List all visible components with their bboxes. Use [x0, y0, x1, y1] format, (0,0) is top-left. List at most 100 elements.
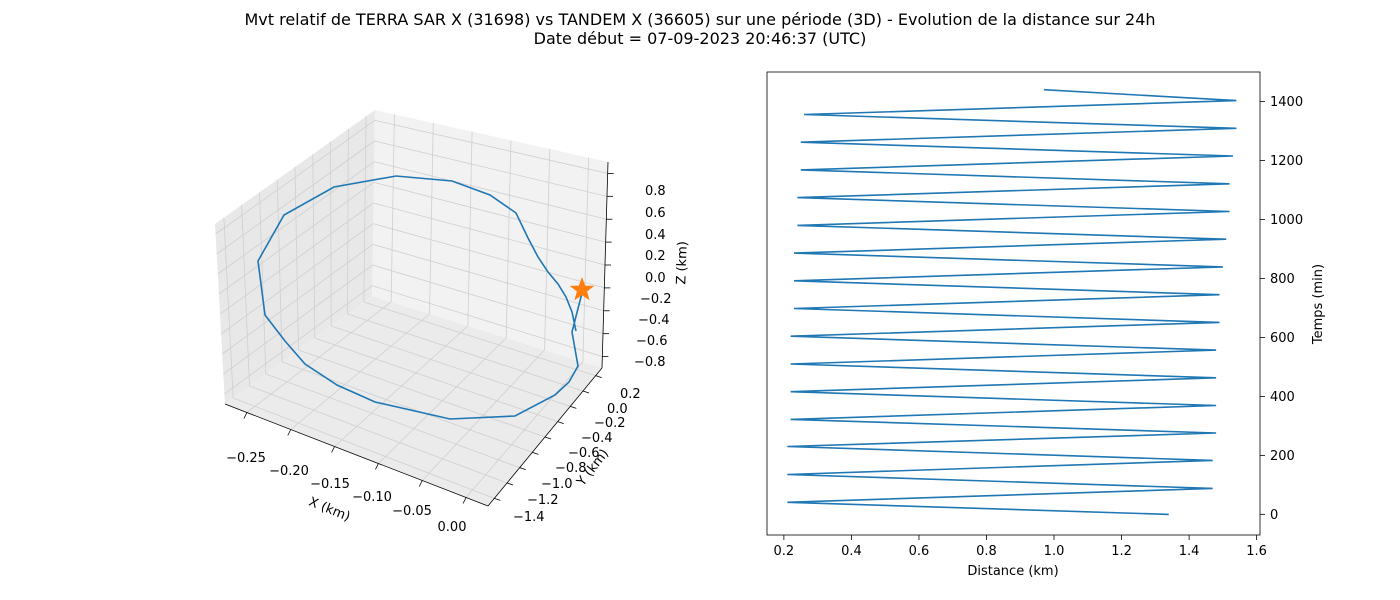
plot2d-y-tick-label: 200 — [1270, 449, 1295, 464]
plot3d-x-tick-label: −0.10 — [352, 490, 392, 505]
plot3d-grid-line — [221, 244, 374, 355]
plot2d-x-ticks: 0.2 0.4 0.6 0.8 1.0 1.2 1.4 1.6 — [774, 535, 1267, 559]
plot3d-z-tick-label: −0.8 — [634, 355, 666, 370]
plot3d-grid-line — [373, 223, 605, 289]
plot3d-z-tick-label: 0.0 — [645, 271, 666, 286]
plot2d-y-tick-label: 1200 — [1270, 154, 1303, 169]
plot3d-grid-line — [363, 301, 596, 377]
plot3d-grid-line — [223, 264, 373, 375]
plot3d-x-ticks: −0.25 −0.20 −0.15 −0.10 −0.05 0.00 — [226, 451, 466, 535]
plot2d-y-tick-label: 600 — [1270, 331, 1295, 346]
plot3d-y-tick-mark — [582, 390, 590, 394]
plot3d-y-tick-label: 0.2 — [620, 387, 641, 402]
plot3d-x-axis-label: X (km) — [306, 495, 352, 525]
plot3d-y-tick-mark — [532, 451, 539, 455]
plot2d-x-tick-label: 1.6 — [1246, 544, 1267, 559]
plot3d-grid-line — [217, 161, 375, 275]
plot2d-x-tick-label: 1.4 — [1179, 544, 1200, 559]
plot3d-pane-floor — [225, 296, 602, 506]
plot3d-x-axis-line — [224, 403, 489, 507]
plot3d-x-tick-mark — [418, 480, 423, 487]
plot3d-z-tick-label: 0.8 — [645, 184, 666, 199]
plot3d-grid-line — [216, 140, 375, 255]
plot3d-x-tick-mark — [462, 497, 467, 504]
plot3d-y-tick-mark — [595, 375, 602, 379]
plot3d-x-tick-mark — [287, 429, 292, 436]
plot3d-y-tick-label: −1.2 — [527, 493, 559, 508]
plot3d-y-tick-mark — [557, 421, 564, 425]
plot2d-distance-line — [787, 88, 1237, 516]
plot3d-z-tick-label: −0.4 — [638, 313, 670, 328]
plot3d-x-tick-label: −0.20 — [269, 464, 309, 479]
plot3d-grid-line — [331, 325, 571, 407]
plot2d-x-tick-label: 1.2 — [1111, 544, 1132, 559]
plot3d-y-tick-label: −0.2 — [594, 416, 626, 431]
figure-title-line1: Mvt relatif de TERRA SAR X (31698) vs TA… — [244, 10, 1155, 29]
plot3d-y-tick-mark — [544, 436, 552, 440]
plot3d-grid-line — [218, 182, 375, 295]
plot2d-y-tick-label: 0 — [1270, 508, 1278, 523]
plot3d-z-ticks: 0.8 0.6 0.4 0.2 0.0 −0.2 −0.4 −0.6 −0.8 — [634, 184, 672, 370]
plot2d-x-tick-label: 0.4 — [841, 544, 862, 559]
plot3d-grid-line — [219, 202, 374, 315]
plot3d-grid-line — [373, 202, 606, 266]
plot3d-z-tick-label: 0.6 — [645, 206, 666, 221]
plot3d-y-tick-label: −1.0 — [541, 477, 573, 492]
plot3d-y-tick-mark — [494, 497, 501, 501]
plot3d-grid-line — [298, 349, 546, 438]
plot3d-z-tick-label: 0.2 — [645, 249, 666, 264]
plot3d-z-tick-label: −0.6 — [636, 334, 668, 349]
plot3d-grid-line — [224, 285, 373, 395]
plot3d-y-tick-mark — [506, 482, 514, 486]
plot3d-y-tick-label: −1.4 — [513, 510, 545, 525]
plot3d-y-tick-mark — [519, 467, 526, 471]
plot2d-frame — [766, 71, 1261, 536]
plot2d-x-tick-label: 0.8 — [976, 544, 997, 559]
plot3d-z-tick-label: 0.4 — [645, 228, 666, 243]
plot3d-grid-line — [374, 161, 607, 220]
plot2d-x-tick-label: 1.0 — [1044, 544, 1065, 559]
plot3d-grid-line — [233, 397, 495, 499]
plot3d-y-tick-label: −0.6 — [568, 446, 600, 461]
plot3d-grid-line — [374, 140, 608, 197]
plot3d-star-marker — [569, 277, 595, 301]
plot3d-x-tick-mark — [243, 412, 248, 419]
plot3d-x-tick-mark — [331, 446, 335, 453]
figure-title-line2: Date début = 07-09-2023 20:46:37 (UTC) — [534, 29, 867, 48]
plot2d-x-tick-label: 0.6 — [909, 544, 930, 559]
plot3d-grid — [215, 114, 614, 504]
plot2d-x-tick-label: 0.2 — [774, 544, 795, 559]
plot3d-grid-line — [374, 119, 608, 174]
plot3d-z-tick-label: −0.2 — [640, 292, 672, 307]
plot3d-grid-line — [265, 373, 520, 469]
plot3d-grid-line — [220, 223, 374, 335]
plot3d-x-tick-mark — [375, 463, 379, 470]
plot3d-y-axis-line — [487, 367, 603, 507]
plot3d-trajectory-line — [257, 175, 584, 420]
plot2d-x-axis-label: Distance (km) — [967, 564, 1058, 579]
plot3d-y-tick-label: −0.4 — [581, 431, 613, 446]
plot3d-x-tick-label: −0.25 — [226, 451, 266, 466]
plot3d-z-axis-label: Z (km) — [674, 241, 691, 285]
plot3d-x-tick-label: −0.15 — [310, 477, 350, 492]
plot3d-y-tick-mark — [570, 405, 577, 409]
plot3d-x-tick-label: 0.00 — [438, 520, 467, 535]
plot3d-grid-line — [372, 264, 604, 335]
plot3d-grid-line — [347, 313, 584, 392]
plot3d-grid-line — [372, 243, 604, 312]
plot2d: 0.2 0.4 0.6 0.8 1.0 1.2 1.4 1.6 0 200 400 600 800 10… — [766, 71, 1326, 579]
plot3d-grid-line — [249, 385, 508, 484]
plot3d-grid-line — [372, 285, 603, 357]
plot3d-y-ticks: 0.2 0.0 −0.2 −0.4 −0.6 −0.8 −1.0 −1.2 −1… — [513, 387, 641, 525]
plot2d-y-tick-label: 1000 — [1270, 213, 1303, 228]
plot2d-y-tick-label: 1400 — [1270, 95, 1303, 110]
plot3d-z-axis-line — [601, 161, 609, 369]
plot3d-grid-line — [215, 120, 376, 235]
plot3d-grid-line — [373, 181, 606, 243]
plot2d-y-axis-label: Temps (min) — [1311, 264, 1326, 345]
plot3d-grid-line — [314, 337, 558, 423]
plot3d-x-tick-label: −0.05 — [392, 504, 432, 519]
plot2d-y-tick-label: 400 — [1270, 390, 1295, 405]
plot3d-y-tick-label: 0.0 — [607, 402, 628, 417]
